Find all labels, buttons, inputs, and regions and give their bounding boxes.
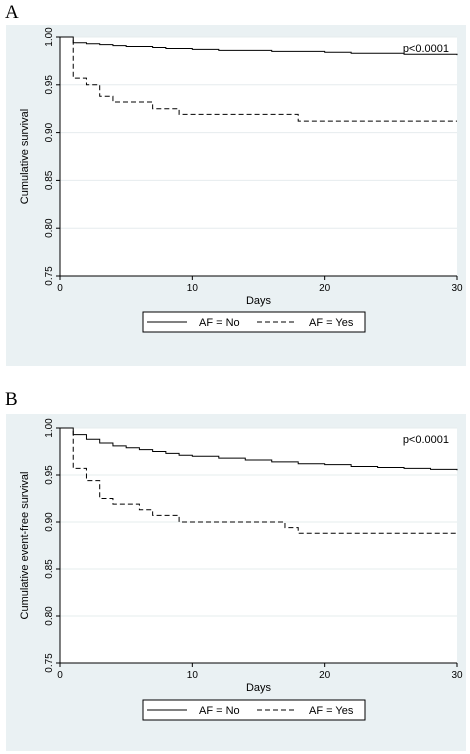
panel-a-plot-area xyxy=(60,37,457,276)
panel-a-x-axis-title: Days xyxy=(246,295,272,307)
panel-b-series-line-af-yes xyxy=(60,427,457,534)
panel-a-y-tick-label: 0.75 xyxy=(44,266,55,286)
panel-a-x-tick-label: 30 xyxy=(451,283,463,294)
panel-a-series-line-af-no xyxy=(60,36,458,56)
panel-a-x-tick-label: 20 xyxy=(319,283,331,294)
panel-b-p-value: p<0.0001 xyxy=(403,434,449,446)
panel-b-y-axis-title: Cumulative event-free survival xyxy=(19,472,31,620)
panel-b-y-tick-label: 0.80 xyxy=(44,606,55,626)
panel-a-y-axis-title: Cumulative survival xyxy=(19,109,31,204)
panel-a-legend-label: AF = No xyxy=(199,317,240,329)
panel-label-b: B xyxy=(5,389,18,410)
panel-a-series-line-af-yes xyxy=(60,36,457,122)
panel-b-x-tick-label: 20 xyxy=(319,670,331,681)
panel-b-x-tick-label: 10 xyxy=(187,670,199,681)
panel-b-series-line-af-no xyxy=(60,427,458,471)
panel-a-x-tick-label: 0 xyxy=(57,283,63,294)
panel-b-x-axis-title: Days xyxy=(246,682,272,694)
panel-b-plot-area xyxy=(60,428,457,663)
panel-b-legend-label: AF = No xyxy=(199,705,240,717)
panel-a-x-tick-label: 10 xyxy=(187,283,199,294)
panel-b-legend-box xyxy=(142,699,366,721)
panel-a-y-tick-label: 0.90 xyxy=(44,122,55,142)
panel-a-p-value: p<0.0001 xyxy=(403,43,449,55)
panel-label-a: A xyxy=(5,2,19,23)
panel-b-y-tick-label: 0.90 xyxy=(44,512,55,532)
panel-a-legend-box xyxy=(142,311,366,333)
panel-a-y-tick-label: 0.85 xyxy=(44,170,55,190)
panel-b-x-tick-label: 0 xyxy=(57,670,63,681)
panel-b-y-tick-label: 0.95 xyxy=(44,465,55,485)
panel-b-x-tick-label: 30 xyxy=(451,670,463,681)
panel-a-legend-label: AF = Yes xyxy=(309,317,354,329)
panel-b-legend-label: AF = Yes xyxy=(309,705,354,717)
panel-b-y-tick-label: 0.75 xyxy=(44,653,55,673)
panel-a-y-tick-label: 0.95 xyxy=(44,75,55,95)
panel-a-y-tick-label: 1.00 xyxy=(44,27,55,47)
panel-b-y-tick-label: 0.85 xyxy=(44,559,55,579)
panel-b-y-tick-label: 1.00 xyxy=(44,418,55,438)
panel-a-y-tick-label: 0.80 xyxy=(44,218,55,238)
